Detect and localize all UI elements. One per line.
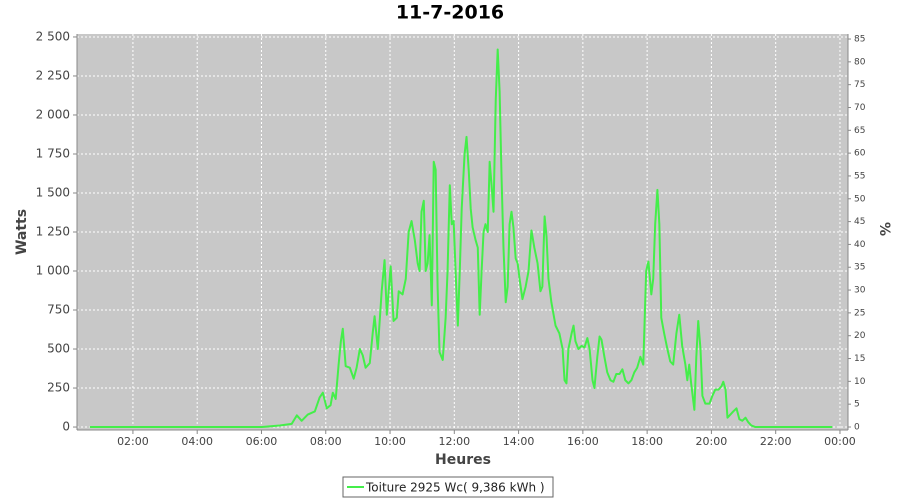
y-tick-label: 250: [47, 381, 70, 395]
y2-axis-title: %: [876, 222, 892, 236]
x-axis-title: Heures: [435, 452, 491, 468]
y-tick-label: 1 500: [36, 185, 70, 199]
y-tick-label: 1 250: [36, 225, 70, 239]
y-tick-label: 1 750: [36, 146, 70, 160]
y2-tick-label: 35: [854, 263, 865, 273]
x-tick-label: 18:00: [631, 435, 663, 448]
y2-tick-label: 55: [854, 171, 865, 181]
y2-tick-label: 60: [854, 149, 866, 159]
y-tick-label: 750: [47, 303, 70, 317]
y2-tick-label: 30: [854, 286, 866, 296]
legend: [342, 476, 554, 498]
y2-tick-label: 0: [854, 422, 860, 432]
legend-label: Toiture 2925 Wc( 9,386 kWh ): [365, 481, 545, 495]
y-tick-label: 2 000: [36, 107, 70, 121]
x-tick-label: 14:00: [503, 435, 535, 448]
y2-tick-label: 75: [854, 80, 865, 90]
y2-tick-label: 50: [854, 194, 866, 204]
marks: [89, 48, 833, 429]
y2-tick-label: 10: [854, 377, 866, 387]
x-tick-label: 12:00: [438, 435, 470, 448]
y2-tick-label: 40: [854, 240, 866, 250]
y2-tick-label: 80: [854, 57, 866, 67]
y2-tick-label: 15: [854, 354, 865, 364]
x-tick-label: 16:00: [567, 435, 599, 448]
y-tick-label: 0: [62, 420, 70, 434]
y2-tick-label: 70: [854, 103, 866, 113]
y2-tick-label: 20: [854, 331, 866, 341]
grid: [77, 34, 848, 430]
y2-tick-label: 25: [854, 308, 865, 318]
y-tick-label: 2 250: [36, 68, 70, 82]
y-tick-label: 500: [47, 342, 70, 356]
y-tick-label: 2 500: [36, 29, 70, 43]
y-axis-title: Watts: [14, 209, 30, 255]
x-tick-label: 08:00: [310, 435, 342, 448]
x-tick-label: 20:00: [696, 435, 728, 448]
x-tick-label: 04:00: [181, 435, 213, 448]
y2-tick-label: 85: [854, 35, 865, 45]
x-tick-label: 02:00: [117, 435, 149, 448]
y2-tick-label: 45: [854, 217, 865, 227]
x-tick-label: 22:00: [760, 435, 792, 448]
chart-title: 11-7-2016: [396, 2, 504, 24]
y2-tick-label: 5: [854, 400, 860, 410]
y-tick-label: 1 000: [36, 264, 70, 278]
y2-tick-label: 65: [854, 126, 865, 136]
data-line: [89, 48, 833, 429]
x-tick-label: 06:00: [246, 435, 278, 448]
x-tick-label: 00:00: [824, 435, 856, 448]
x-tick-label: 10:00: [374, 435, 406, 448]
